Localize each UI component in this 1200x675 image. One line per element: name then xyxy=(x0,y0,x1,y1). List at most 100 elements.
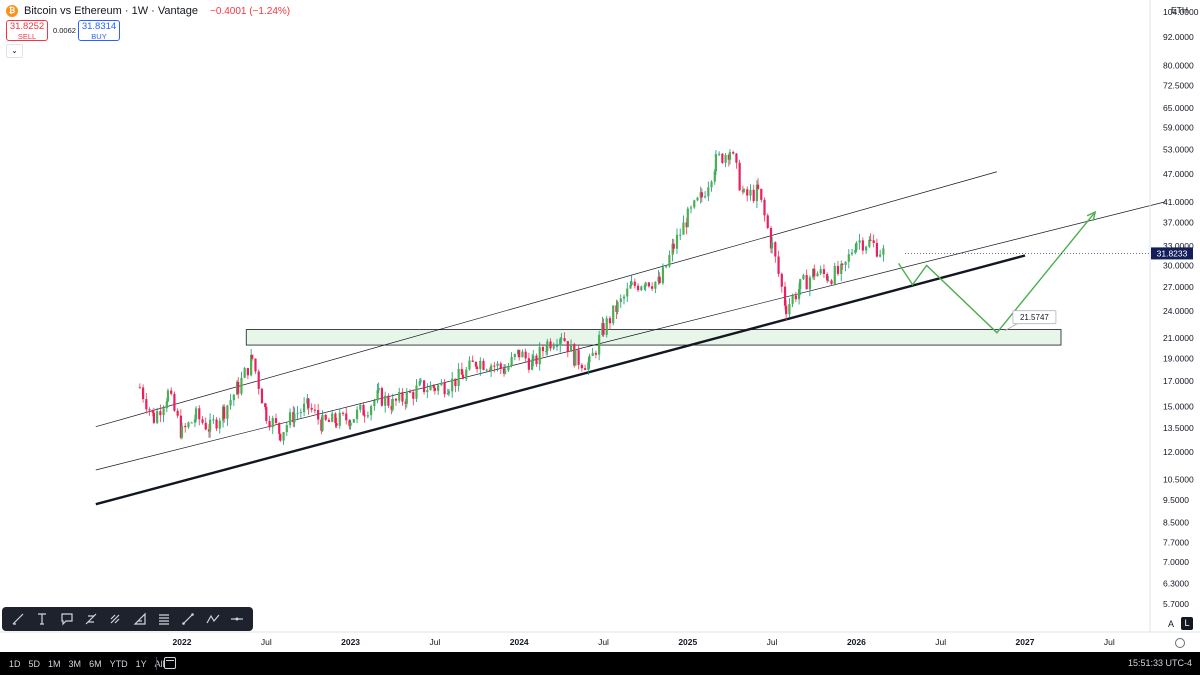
magnet-icon[interactable] xyxy=(106,610,124,628)
candle-body xyxy=(306,398,309,404)
candle-body xyxy=(752,189,755,202)
symbol-title[interactable]: Bitcoin vs Ethereum · 1W · Vantage xyxy=(24,5,199,17)
candle-body xyxy=(658,276,661,284)
hline-icon[interactable] xyxy=(228,610,246,628)
candle-body xyxy=(612,305,615,324)
candle-body xyxy=(475,366,479,370)
y-tick-label: 5.7000 xyxy=(1163,599,1189,609)
callout-icon[interactable] xyxy=(58,610,76,628)
candle-body xyxy=(257,371,260,389)
candle-body xyxy=(179,415,182,438)
candle-body xyxy=(700,192,703,198)
candle-body xyxy=(226,405,229,419)
candle-body xyxy=(482,360,485,370)
candle-body xyxy=(465,369,468,379)
candle-body xyxy=(721,153,724,163)
candle-body xyxy=(841,263,844,265)
candle-body xyxy=(854,249,857,253)
range-1d[interactable]: 1D xyxy=(9,658,21,669)
candle-body xyxy=(552,346,555,349)
candle-body xyxy=(387,395,390,406)
range-selector: 1D 5D 1M 3M 6M YTD 1Y All xyxy=(9,652,165,675)
y-tick-label: 21.0000 xyxy=(1163,333,1194,343)
candle-body xyxy=(408,391,412,393)
candle-body xyxy=(335,423,338,426)
candle-body xyxy=(569,344,573,352)
brush-icon[interactable] xyxy=(9,610,27,628)
candle-body xyxy=(665,266,668,268)
range-ytd[interactable]: YTD xyxy=(109,658,128,669)
collapse-chevron-icon[interactable]: ⌄ xyxy=(6,44,23,58)
candle-body xyxy=(296,412,299,414)
candle-body xyxy=(840,263,843,274)
auto-scale-button[interactable]: A xyxy=(1168,619,1175,629)
x-tick-label: 2022 xyxy=(173,637,192,647)
trendline-icon[interactable] xyxy=(179,610,197,628)
candle-body xyxy=(682,222,685,235)
log-scale-button[interactable]: L xyxy=(1181,617,1193,630)
calendar-icon[interactable] xyxy=(164,657,176,669)
range-3m[interactable]: 3M xyxy=(68,658,82,669)
y-tick-label: 80.0000 xyxy=(1163,60,1194,70)
candle-body xyxy=(334,413,337,424)
candle-body xyxy=(338,412,341,426)
candle-body xyxy=(184,425,187,428)
x-tick-label: Jul xyxy=(429,637,440,647)
candle-body xyxy=(429,385,432,391)
range-all[interactable]: All xyxy=(154,658,165,669)
candle-body xyxy=(760,188,763,200)
candle-body xyxy=(507,365,510,371)
candle-body xyxy=(373,400,376,407)
candle-body xyxy=(443,382,446,395)
candle-body xyxy=(166,390,170,402)
path-icon[interactable] xyxy=(204,610,222,628)
candle-body xyxy=(879,254,882,257)
candle-body xyxy=(212,419,215,421)
candle-body xyxy=(317,410,320,420)
candle-body xyxy=(869,239,872,241)
candle-body xyxy=(170,390,173,394)
candle-body xyxy=(504,370,507,374)
candle-body xyxy=(756,184,760,189)
y-tick-label: 24.0000 xyxy=(1163,306,1194,316)
candle-body xyxy=(703,196,707,198)
y-tick-label: 27.0000 xyxy=(1163,282,1194,292)
candle-body xyxy=(479,360,482,370)
y-tick-label: 33.0000 xyxy=(1163,241,1194,251)
candle-body xyxy=(802,275,805,280)
candle-body xyxy=(138,387,141,389)
y-tick-label: 41.0000 xyxy=(1163,197,1194,207)
gear-icon[interactable] xyxy=(1175,638,1185,648)
bars-icon[interactable] xyxy=(155,610,173,628)
buy-button[interactable]: 31.8314 BUY xyxy=(78,20,120,41)
range-5d[interactable]: 5D xyxy=(28,658,41,669)
candle-body xyxy=(622,296,626,299)
candle-body xyxy=(749,189,752,196)
candle-body xyxy=(355,409,359,420)
y-tick-label: 104.0000 xyxy=(1163,7,1199,17)
candle-body xyxy=(833,265,836,284)
candle-body xyxy=(629,285,632,289)
candle-body xyxy=(647,282,650,287)
candle-body xyxy=(855,242,858,250)
candle-body xyxy=(616,302,619,312)
candle-body xyxy=(771,242,774,249)
candle-body xyxy=(412,392,415,399)
ruler-icon[interactable] xyxy=(131,610,149,628)
candle-body xyxy=(302,403,306,413)
range-1y[interactable]: 1Y xyxy=(135,658,147,669)
price-chart[interactable]: 21.5747 104.0000 92.0000 80.0000 72.5000 65.… xyxy=(0,0,1200,652)
buy-price: 31.8314 xyxy=(81,21,117,32)
text-tool-icon[interactable] xyxy=(33,610,51,628)
range-6m[interactable]: 6M xyxy=(89,658,102,669)
candle-body xyxy=(394,398,398,401)
candle-body xyxy=(875,243,879,257)
candle-body xyxy=(555,345,559,347)
candle-body xyxy=(232,394,235,401)
candle-body xyxy=(285,425,288,433)
range-1m[interactable]: 1M xyxy=(48,658,61,669)
candle-body xyxy=(165,401,168,409)
candle-body xyxy=(229,400,232,406)
fib-icon[interactable] xyxy=(82,610,100,628)
sell-button[interactable]: 31.8252 SELL xyxy=(6,20,48,41)
